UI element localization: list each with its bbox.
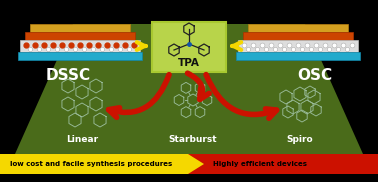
Polygon shape (188, 154, 378, 174)
Polygon shape (248, 24, 348, 32)
Polygon shape (236, 52, 360, 60)
Polygon shape (238, 40, 358, 52)
Polygon shape (0, 154, 210, 174)
Text: Highly efficient devices: Highly efficient devices (213, 161, 307, 167)
Polygon shape (20, 40, 140, 52)
Text: low cost and facile synthesis procedures: low cost and facile synthesis procedures (10, 161, 172, 167)
Text: Spiro: Spiro (287, 134, 313, 143)
FancyBboxPatch shape (152, 22, 226, 72)
Text: Starburst: Starburst (169, 134, 217, 143)
Polygon shape (15, 24, 363, 154)
Polygon shape (25, 32, 135, 40)
Polygon shape (243, 32, 353, 40)
Text: Linear: Linear (66, 134, 98, 143)
Text: OSC: OSC (297, 68, 333, 82)
Polygon shape (30, 24, 130, 32)
Text: DSSC: DSSC (45, 68, 91, 82)
Polygon shape (18, 52, 142, 60)
Text: TPA: TPA (178, 58, 200, 68)
